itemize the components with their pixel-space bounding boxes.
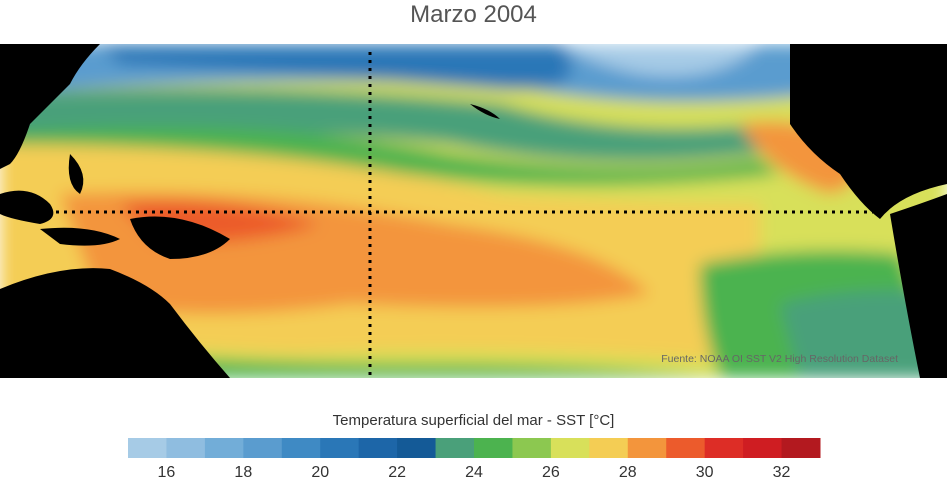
colorbar-swatches bbox=[128, 438, 821, 458]
new-guinea-landmass bbox=[130, 216, 230, 259]
source-note: Fuente: NOAA OI SST V2 High Resolution D… bbox=[661, 353, 898, 365]
colorbar-swatch bbox=[320, 438, 360, 458]
sst-map: Fuente: NOAA OI SST V2 High Resolution D… bbox=[0, 44, 947, 378]
colorbar-swatch bbox=[474, 438, 513, 458]
colorbar-swatch bbox=[550, 438, 590, 458]
sst-band-north-green bbox=[0, 127, 780, 186]
hawaii-islands bbox=[470, 104, 500, 119]
sst-band-north-pale bbox=[560, 44, 760, 76]
colorbar-tick-label: 22 bbox=[388, 464, 406, 480]
colorbar-tick-label: 30 bbox=[696, 464, 714, 480]
south-america-landmass bbox=[890, 194, 947, 378]
colorbar-tick-label: 26 bbox=[542, 464, 560, 480]
colorbar-tick-label: 28 bbox=[619, 464, 637, 480]
asia-landmass bbox=[0, 44, 100, 169]
colorbar-swatch bbox=[666, 438, 706, 458]
colorbar-swatch bbox=[589, 438, 629, 458]
colorbar-swatch bbox=[358, 438, 398, 458]
colorbar-swatch bbox=[128, 438, 167, 458]
colorbar-swatch bbox=[281, 438, 321, 458]
sst-band-north-teal bbox=[0, 88, 760, 162]
colorbar-swatch bbox=[704, 438, 744, 458]
central-america-landmass bbox=[790, 44, 947, 219]
colorbar-tick-label: 32 bbox=[773, 464, 791, 480]
colorbar-tick-label: 24 bbox=[465, 464, 483, 480]
map-title: Marzo 2004 bbox=[410, 1, 537, 28]
colorbar-tick-label: 20 bbox=[311, 464, 329, 480]
sst-band-north-deep bbox=[100, 44, 572, 90]
colorbar-swatch bbox=[435, 438, 475, 458]
colorbar-swatch bbox=[397, 438, 437, 458]
colorbar-swatch bbox=[166, 438, 206, 458]
colorbar-label: Temperatura superficial del mar - SST [°… bbox=[332, 412, 615, 429]
australia-landmass bbox=[0, 268, 230, 378]
colorbar-tick-label: 16 bbox=[158, 464, 176, 480]
indonesia-islands bbox=[0, 154, 120, 246]
colorbar-swatch bbox=[243, 438, 283, 458]
reference-lines bbox=[0, 52, 880, 378]
sst-band-southeast-teal bbox=[780, 290, 947, 378]
colorbar-ticks: 16 18 20 22 24 26 28 30 32 bbox=[158, 464, 791, 480]
colorbar: 16 18 20 22 24 26 28 30 32 bbox=[128, 438, 821, 480]
colorbar-tick-label: 18 bbox=[234, 464, 252, 480]
colorbar-swatch bbox=[512, 438, 552, 458]
land-masses bbox=[0, 44, 947, 378]
colorbar-swatch bbox=[627, 438, 667, 458]
colorbar-swatch bbox=[743, 438, 783, 458]
colorbar-swatch bbox=[204, 438, 244, 458]
colorbar-swatch bbox=[781, 438, 821, 458]
